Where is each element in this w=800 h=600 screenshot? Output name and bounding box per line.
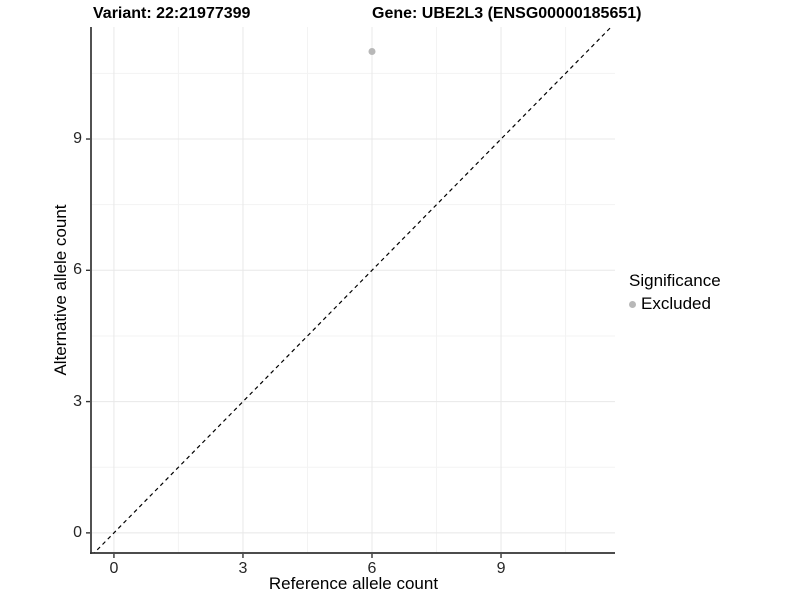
- x-tick-label: 0: [109, 560, 119, 577]
- y-tick-label: 3: [73, 392, 82, 410]
- x-tick-label: 3: [238, 560, 248, 577]
- identity-line: [93, 27, 612, 553]
- y-tick-label: 6: [73, 261, 82, 279]
- x-axis-title: Reference allele count: [268, 574, 439, 593]
- y-tick-label: 0: [73, 523, 82, 541]
- x-tick-label: 9: [496, 560, 506, 577]
- legend-title: Significance: [629, 271, 721, 290]
- data-point: [368, 48, 376, 56]
- y-tick-label: 9: [73, 130, 82, 148]
- plot-title-gene: Gene: UBE2L3 (ENSG00000185651): [372, 5, 642, 22]
- plot-title-variant: Variant: 22:21977399: [93, 5, 251, 22]
- legend-point-icon: [629, 300, 636, 308]
- legend: Significance Excluded: [629, 271, 721, 314]
- x-tick-label: 6: [367, 560, 377, 577]
- legend-item-label: Excluded: [641, 294, 711, 313]
- legend-item-excluded: Excluded: [629, 294, 721, 314]
